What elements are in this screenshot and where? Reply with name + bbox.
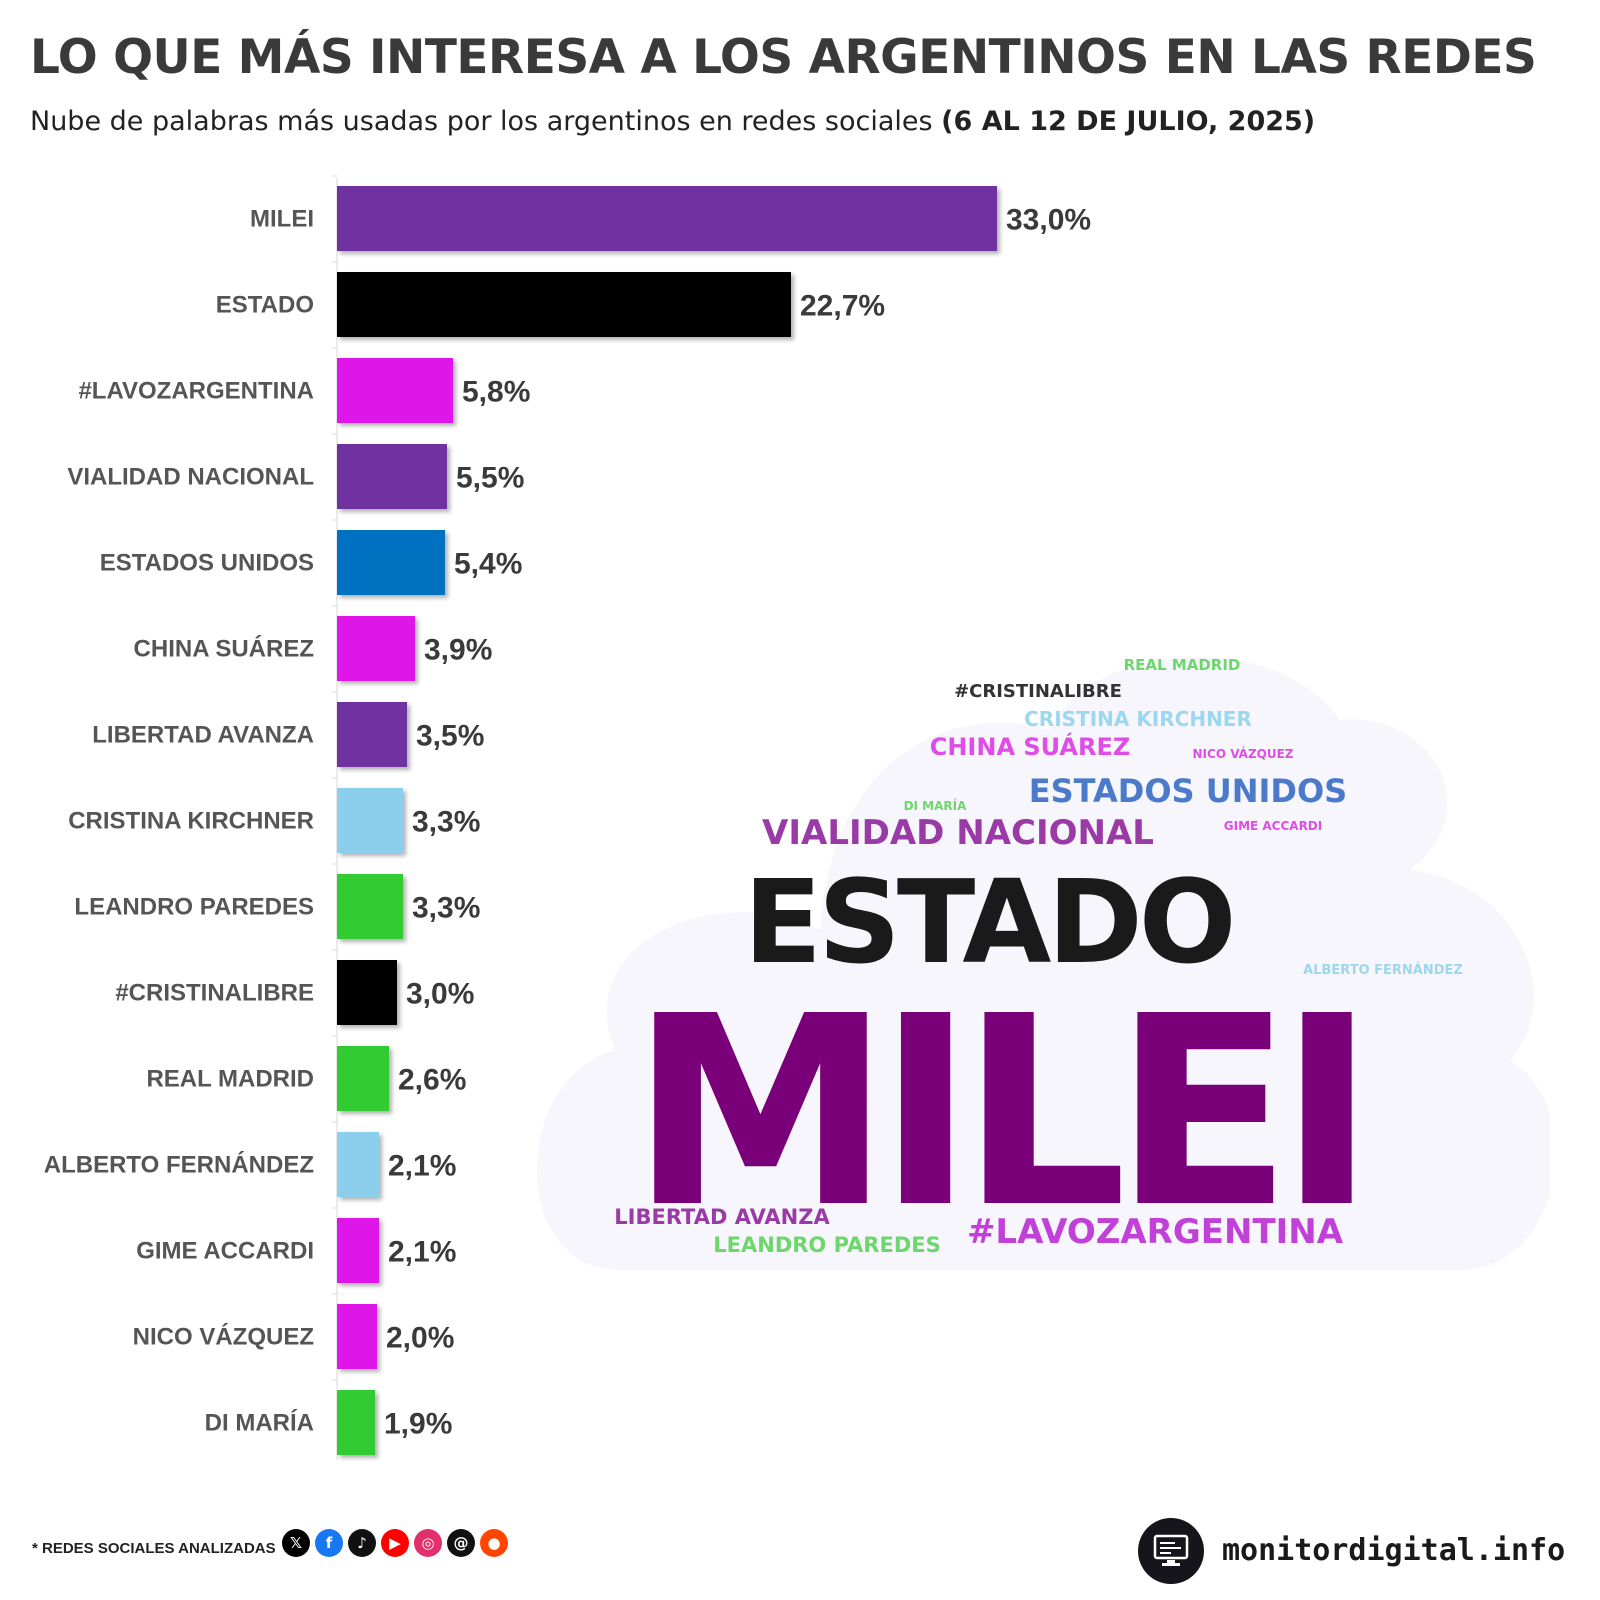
tiktok-icon: ♪	[348, 1529, 376, 1557]
brand-name: monitordigital.info	[1222, 1533, 1566, 1568]
category-label: GIME ACCARDI	[136, 1238, 314, 1265]
word-cloud: REAL MADRID#CRISTINALIBRE CRISTINA KIRCHN…	[536, 656, 1550, 1270]
x-icon: 𝕏	[282, 1529, 310, 1557]
page-subtitle: Nube de palabras más usadas por los arge…	[30, 106, 1315, 137]
cloud-word: ESTADOS UNIDOS	[1029, 772, 1347, 810]
cloud-word: CRISTINA KIRCHNER	[1024, 707, 1252, 731]
bar	[337, 1218, 379, 1283]
cloud-word: MILEI	[630, 960, 1362, 1265]
bar	[337, 1390, 375, 1455]
category-label: VIALIDAD NACIONAL	[67, 464, 314, 491]
category-label: ESTADOS UNIDOS	[100, 550, 314, 577]
value-label: 33,0%	[1006, 204, 1091, 237]
cloud-word: VIALIDAD NACIONAL	[762, 813, 1154, 853]
category-label: DI MARÍA	[205, 1409, 314, 1437]
value-label: 3,5%	[416, 720, 484, 753]
youtube-icon: ▶	[381, 1529, 409, 1557]
category-label: #LAVOZARGENTINA	[78, 378, 314, 405]
bar	[337, 1046, 389, 1111]
threads-icon: @	[447, 1529, 475, 1557]
value-label: 2,1%	[388, 1150, 456, 1183]
value-label: 22,7%	[800, 290, 885, 323]
cloud-word: LEANDRO PAREDES	[713, 1233, 940, 1257]
bar	[337, 1132, 379, 1197]
bar	[337, 358, 453, 423]
category-label: CRISTINA KIRCHNER	[68, 808, 314, 835]
value-label: 1,9%	[384, 1408, 452, 1441]
bar	[337, 702, 407, 767]
value-label: 5,5%	[456, 462, 524, 495]
bar	[337, 186, 997, 251]
cloud-word: #CRISTINALIBRE	[954, 681, 1122, 702]
instagram-icon: ◎	[414, 1529, 442, 1557]
cloud-word: REAL MADRID	[1124, 656, 1241, 674]
cloud-word: ESTADO	[743, 856, 1232, 990]
subtitle-date-range: (6 AL 12 DE JULIO, 2025)	[941, 106, 1316, 137]
reddit-icon: ●	[480, 1529, 508, 1557]
value-label: 2,1%	[388, 1236, 456, 1269]
category-label: NICO VÁZQUEZ	[133, 1323, 314, 1351]
cloud-word: DI MARÍA	[904, 798, 968, 813]
bar	[337, 874, 403, 939]
bar	[337, 1304, 377, 1369]
value-label: 3,3%	[412, 892, 480, 925]
page-title: LO QUE MÁS INTERESA A LOS ARGENTINOS EN …	[30, 30, 1537, 85]
category-label: MILEI	[250, 206, 314, 233]
category-label: LEANDRO PAREDES	[74, 894, 314, 921]
category-label: ALBERTO FERNÁNDEZ	[44, 1151, 314, 1179]
category-label: #CRISTINALIBRE	[115, 980, 314, 1007]
bar	[337, 530, 445, 595]
bar	[337, 272, 791, 337]
value-label: 5,4%	[454, 548, 522, 581]
bar	[337, 960, 397, 1025]
category-label: LIBERTAD AVANZA	[92, 722, 314, 749]
bar	[337, 444, 447, 509]
value-label: 2,6%	[398, 1064, 466, 1097]
cloud-word: ALBERTO FERNÁNDEZ	[1303, 962, 1463, 978]
cloud-word: #LAVOZARGENTINA	[967, 1212, 1344, 1252]
category-label: REAL MADRID	[146, 1066, 314, 1093]
subtitle-text: Nube de palabras más usadas por los arge…	[30, 106, 942, 137]
category-label: ESTADO	[216, 292, 314, 319]
cloud-word: LIBERTAD AVANZA	[614, 1205, 830, 1229]
footer-note: * REDES SOCIALES ANALIZADAS	[32, 1540, 276, 1557]
value-label: 2,0%	[386, 1322, 454, 1355]
cloud-word: GIME ACCARDI	[1224, 819, 1322, 833]
cloud-word: NICO VÁZQUEZ	[1193, 746, 1294, 761]
facebook-icon: f	[315, 1529, 343, 1557]
cloud-shape	[536, 657, 1550, 1270]
value-label: 5,8%	[462, 376, 530, 409]
value-label: 3,3%	[412, 806, 480, 839]
bar	[337, 616, 415, 681]
bar	[337, 788, 403, 853]
value-label: 3,9%	[424, 634, 492, 667]
value-label: 3,0%	[406, 978, 474, 1011]
cloud-word: CHINA SUÁREZ	[930, 732, 1131, 761]
monitor-icon	[1138, 1518, 1204, 1584]
bar-chart: MILEI 33,0% ESTADO 22,7% #LAVOZARGENTINA 5,8%…	[44, 175, 1091, 1460]
category-label: CHINA SUÁREZ	[134, 635, 314, 663]
